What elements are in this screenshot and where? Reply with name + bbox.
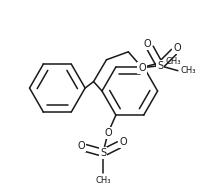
Text: O: O xyxy=(143,39,151,49)
Text: O: O xyxy=(173,43,181,53)
Text: S: S xyxy=(100,148,106,158)
Text: O: O xyxy=(138,63,146,73)
Text: CH₃: CH₃ xyxy=(165,57,181,66)
Text: O: O xyxy=(104,128,112,138)
Text: S: S xyxy=(157,61,163,71)
Text: CH₃: CH₃ xyxy=(181,66,196,75)
Text: CH₃: CH₃ xyxy=(95,176,111,185)
Text: O: O xyxy=(119,137,127,147)
Text: O: O xyxy=(77,141,85,151)
